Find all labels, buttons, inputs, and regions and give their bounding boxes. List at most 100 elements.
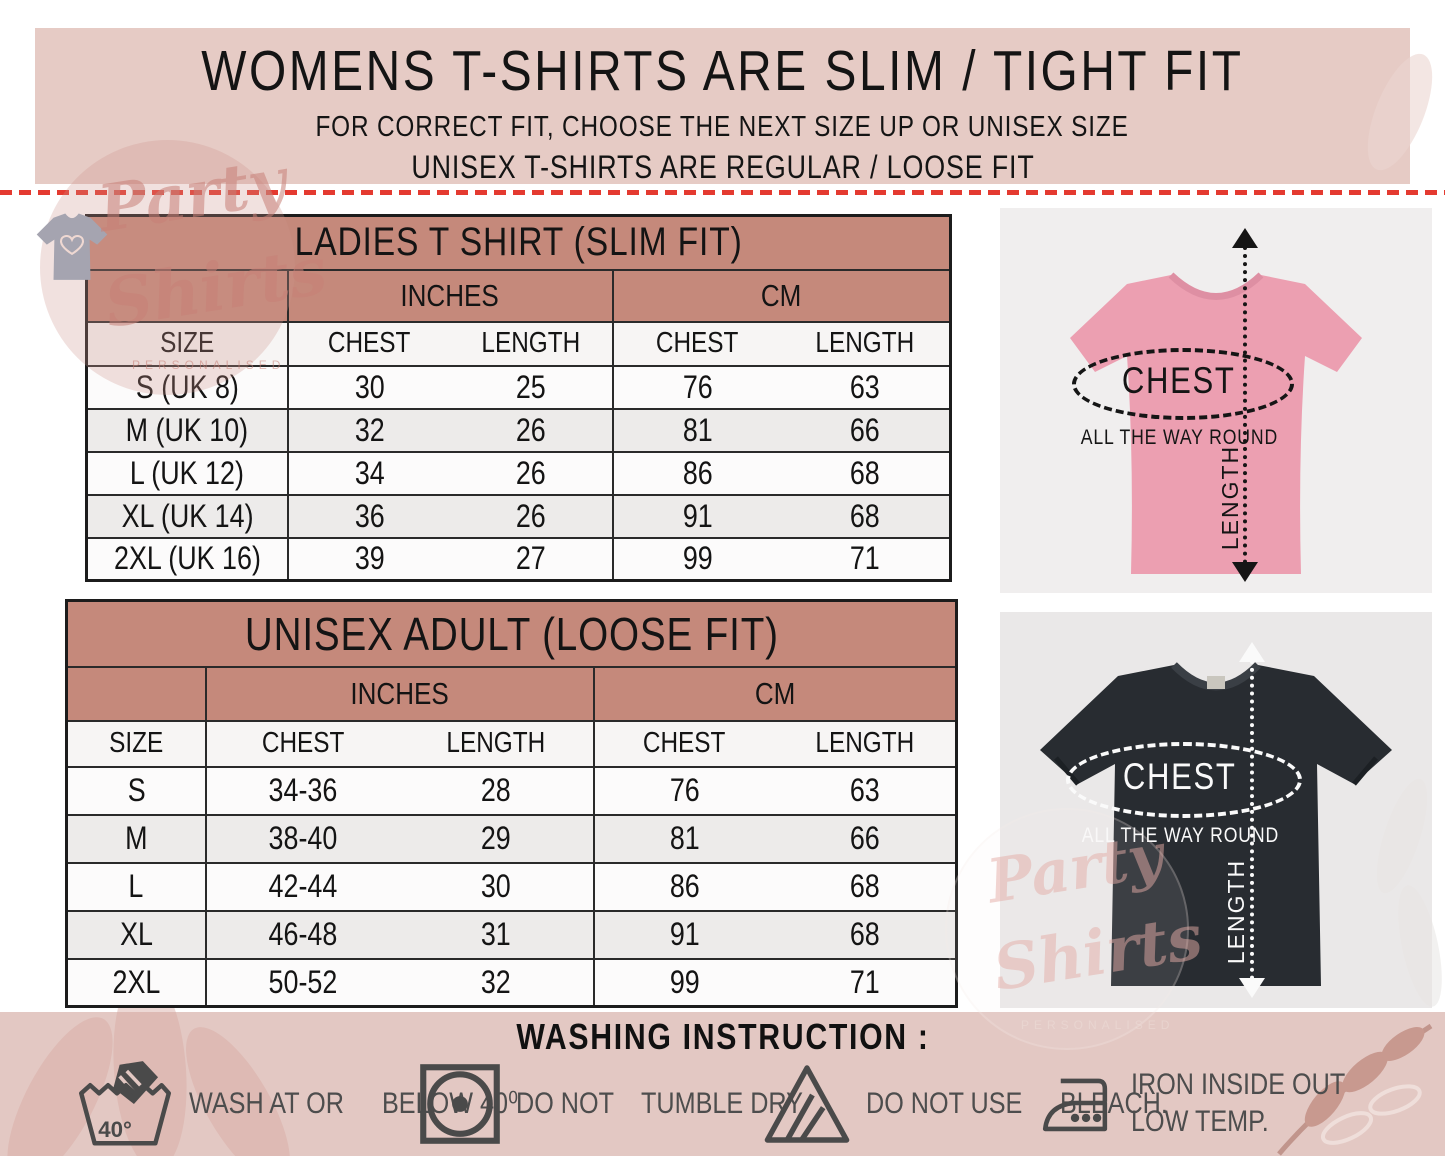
cell-chest-cm: 86 [611, 450, 782, 495]
cell-length-inches: 26 [450, 450, 613, 495]
cell-length-cm: 68 [781, 493, 951, 538]
table-row: M 38-40 29 81 66 [66, 813, 957, 863]
column-header-length-cm: LENGTH [774, 719, 957, 767]
cell-length-inches: 28 [399, 765, 594, 815]
length-label: LENGTH [1217, 444, 1244, 551]
cell-chest-cm: 76 [611, 364, 782, 409]
header-subtitle-1: FOR CORRECT FIT, CHOOSE THE NEXT SIZE UP… [315, 111, 1130, 143]
group-header-cm: CM [592, 665, 957, 721]
cell-chest-inches: 30 [286, 364, 451, 409]
arrow-up-icon [1239, 642, 1265, 662]
unisex-size-table: UNISEX ADULT (LOOSE FIT) INCHES CM SIZE … [65, 599, 958, 1008]
cell-length-cm: 66 [774, 813, 957, 863]
no-tumble-dry-icon [420, 1064, 500, 1144]
heart-icon [60, 234, 84, 256]
cell-chest-cm: 91 [611, 493, 782, 538]
cell-chest-inches: 50-52 [204, 957, 400, 1007]
length-arrow [1250, 660, 1254, 980]
group-header-inches: INCHES [204, 665, 594, 721]
unisex-table-title: UNISEX ADULT (LOOSE FIT) [66, 600, 957, 667]
cell-length-inches: 26 [450, 407, 613, 452]
washing-instruction-strip: WASHING INSTRUCTION : [0, 1012, 1445, 1156]
cell-chest-cm: 86 [592, 861, 775, 911]
cell-size: M (UK 10) [86, 407, 288, 452]
length-arrow [1243, 246, 1247, 564]
unisex-shirt-diagram: CHEST ALL THE WAY ROUND LENGTH [1000, 612, 1432, 1008]
table-row: 2XL 50-52 32 99 71 [66, 957, 957, 1007]
cell-chest-cm: 99 [611, 536, 782, 581]
chest-ellipse [1066, 742, 1302, 818]
cell-chest-cm: 81 [611, 407, 782, 452]
cell-chest-cm: 99 [592, 957, 775, 1007]
washing-item-line1: WASH AT OR [189, 1087, 344, 1121]
table-row: M (UK 10) 32 26 81 66 [86, 407, 951, 452]
cell-size: XL [66, 909, 206, 959]
cell-chest-inches: 42-44 [204, 861, 400, 911]
header-banner: WOMENS T-SHIRTS ARE SLIM / TIGHT FIT FOR… [35, 28, 1410, 185]
arrow-up-icon [1232, 228, 1258, 248]
column-header-chest-cm: CHEST [611, 320, 782, 366]
column-header-length-inches: LENGTH [399, 719, 594, 767]
unisex-tshirt-graphic [1040, 662, 1392, 986]
header-subtitle-2: UNISEX T-SHIRTS ARE REGULAR / LOOSE FIT [410, 149, 1035, 185]
cell-length-inches: 29 [399, 813, 594, 863]
cell-length-cm: 71 [774, 957, 957, 1007]
cell-size: L [66, 861, 206, 911]
column-header-chest-inches: CHEST [204, 719, 400, 767]
table-row: S 34-36 28 76 63 [66, 765, 957, 815]
cell-length-cm: 71 [781, 536, 951, 581]
cell-chest-inches: 36 [286, 493, 451, 538]
cell-chest-inches: 38-40 [204, 813, 400, 863]
group-header-blank [86, 268, 288, 322]
table-row: S (UK 8) 30 25 76 63 [86, 364, 951, 409]
cell-length-inches: 26 [450, 493, 613, 538]
cell-chest-cm: 76 [592, 765, 775, 815]
column-header-size: SIZE [86, 320, 288, 366]
chest-ellipse [1072, 348, 1294, 420]
cell-size: 2XL [66, 957, 206, 1007]
column-header-length-cm: LENGTH [781, 320, 951, 366]
cell-chest-inches: 34-36 [204, 765, 400, 815]
group-header-cm: CM [611, 268, 951, 322]
cell-chest-inches: 32 [286, 407, 451, 452]
cell-chest-inches: 39 [286, 536, 451, 581]
chest-label: CHEST [1122, 360, 1236, 401]
cell-chest-cm: 91 [592, 909, 775, 959]
table-row: L (UK 12) 34 26 86 68 [86, 450, 951, 495]
cell-size: S [66, 765, 206, 815]
washing-item-line1: DO NOT [516, 1087, 615, 1121]
cell-length-inches: 31 [399, 909, 594, 959]
arrow-down-icon [1239, 978, 1265, 998]
washing-item-iron: IRON INSIDE OUT LOW TEMP. [1040, 1062, 1445, 1144]
column-header-chest-cm: CHEST [592, 719, 775, 767]
table-row: XL 46-48 31 91 68 [66, 909, 957, 959]
all-round-label: ALL THE WAY ROUND [1080, 426, 1278, 449]
washing-item-line1: IRON INSIDE OUT [1130, 1067, 1345, 1101]
group-header-inches: INCHES [286, 268, 613, 322]
svg-text:40°: 40° [98, 1117, 132, 1142]
cell-size: M [66, 813, 206, 863]
red-dashed-divider [0, 190, 1445, 195]
cell-length-cm: 66 [781, 407, 951, 452]
cell-chest-inches: 46-48 [204, 909, 400, 959]
ladies-table-title: LADIES T SHIRT (SLIM FIT) [86, 215, 951, 270]
cell-size: S (UK 8) [86, 364, 288, 409]
cell-length-inches: 30 [399, 861, 594, 911]
cell-length-cm: 68 [774, 909, 957, 959]
washing-item-line2: TUMBLE DRY [641, 1087, 803, 1121]
cell-length-cm: 63 [774, 765, 957, 815]
iron-low-icon [1042, 1078, 1108, 1132]
cell-chest-cm: 81 [592, 813, 775, 863]
page-title: WOMENS T-SHIRTS ARE SLIM / TIGHT FIT [201, 39, 1244, 103]
cell-chest-inches: 34 [286, 450, 451, 495]
all-round-label: ALL THE WAY ROUND [1081, 824, 1279, 847]
cell-length-cm: 68 [774, 861, 957, 911]
group-header-blank [66, 665, 206, 721]
cell-size: 2XL (UK 16) [86, 536, 288, 581]
washing-item-line1: DO NOT USE [866, 1087, 1023, 1121]
cell-length-inches: 27 [450, 536, 613, 581]
table-row: XL (UK 14) 36 26 91 68 [86, 493, 951, 538]
cell-size: XL (UK 14) [86, 493, 288, 538]
handwash-40-icon: 40° [79, 1061, 171, 1146]
washing-item-no-tumble: DO NOT TUMBLE DRY [418, 1062, 834, 1146]
